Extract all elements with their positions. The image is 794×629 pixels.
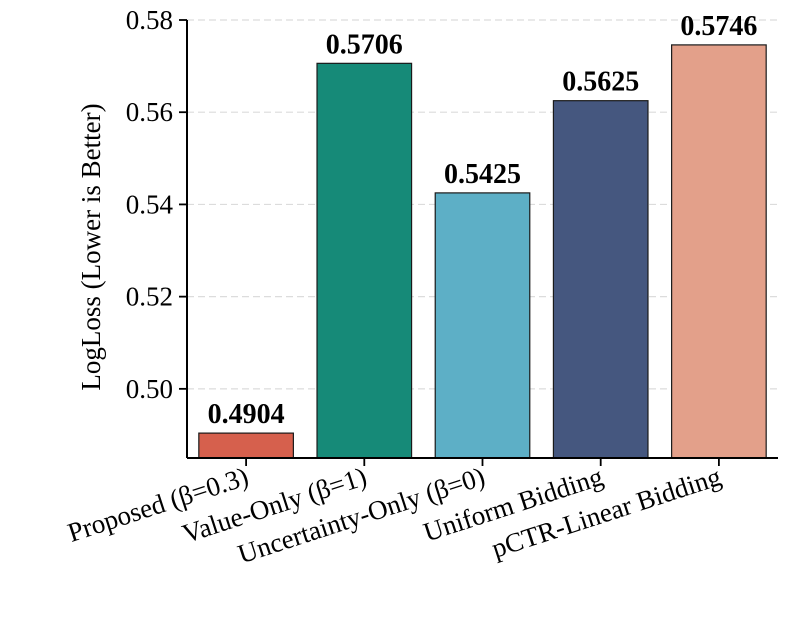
y-tick-label: 0.52 [126,282,173,312]
bars [198,44,767,459]
bar-value-label: 0.4904 [208,399,285,430]
value-labels: 0.4904 0.5706 0.5425 0.5625 0.5746 [208,11,758,430]
bar [671,44,767,459]
bar [552,100,649,459]
bar-value-label: 0.5425 [444,159,521,190]
bar-value-label: 0.5625 [562,67,639,98]
y-tick-label: 0.58 [126,5,173,35]
bar-value-label: 0.5746 [680,11,757,42]
y-tick-label: 0.54 [126,189,174,219]
bar [316,62,413,459]
bar [198,432,294,459]
bar-value-label: 0.5706 [326,29,403,60]
x-ticks: Proposed (β=0.3)Value-Only (β=1)Uncertai… [64,458,725,569]
y-tick-label: 0.50 [126,374,173,404]
y-axis-label: LogLoss (Lower is Better) [76,103,106,390]
y-tick-label: 0.56 [126,97,173,127]
y-ticks: 0.50 0.52 0.54 0.56 0.58 [126,5,187,404]
bar [434,192,531,459]
